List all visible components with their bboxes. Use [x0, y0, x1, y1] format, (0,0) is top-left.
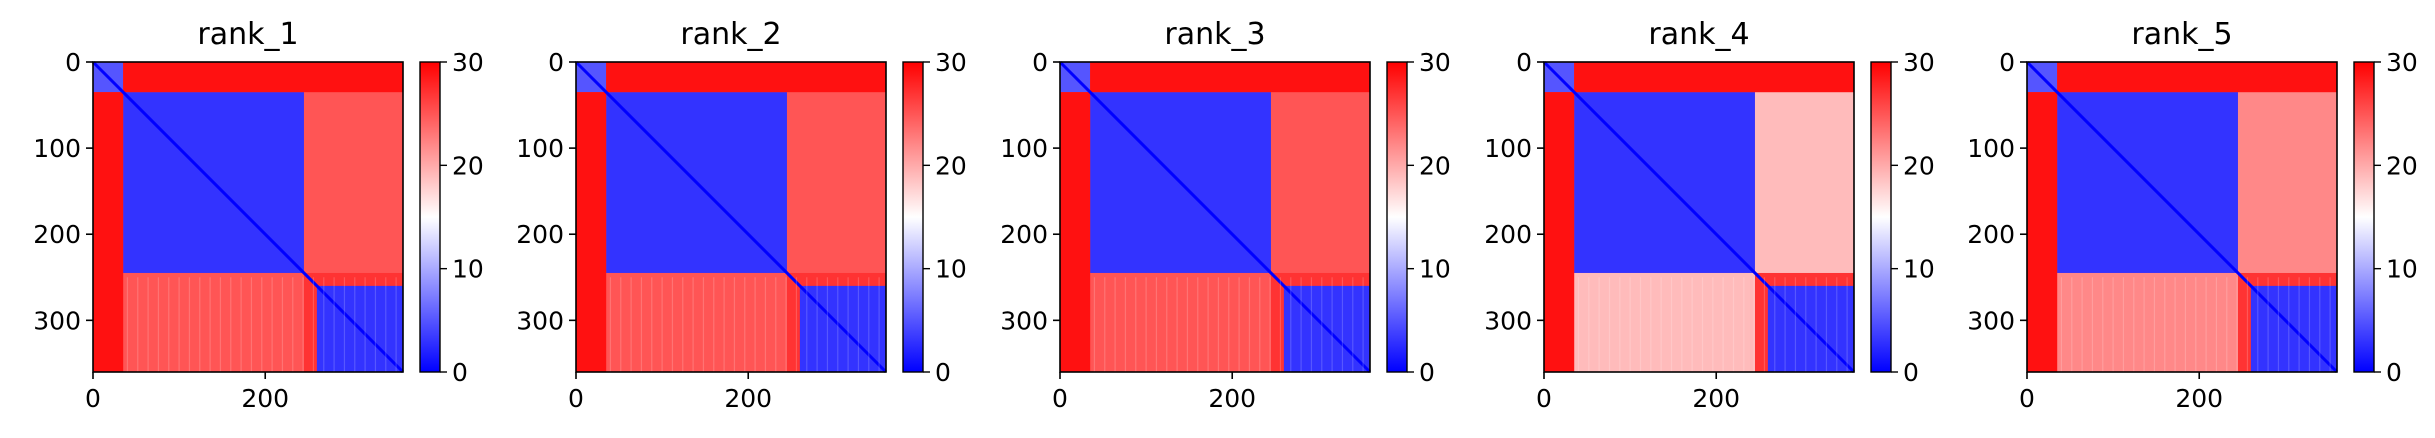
colorbar: [419, 61, 441, 373]
heatmap-block: [606, 62, 886, 93]
y-tick-label: 100: [1000, 134, 1048, 163]
heatmap-block: [2237, 92, 2337, 273]
x-tick-label: 0: [2019, 384, 2035, 413]
colorbar-tick-label: 10: [452, 255, 484, 284]
y-tick-label: 300: [1967, 306, 2015, 335]
x-tick-label: 0: [85, 384, 101, 413]
heatmap-block: [2057, 62, 2337, 93]
heatmap-block: [1270, 92, 1370, 273]
panel-5: rank_5 0 100 200 300 0 200 0 10 20 30: [1967, 17, 2418, 413]
colorbar-tick-label: 30: [2386, 48, 2418, 77]
x-tick-label: 200: [1692, 384, 1740, 413]
heatmap-block: [786, 92, 886, 273]
x-tick-label: 0: [1536, 384, 1552, 413]
x-tick-label: 200: [1208, 384, 1256, 413]
colorbar-tick-label: 0: [452, 358, 468, 387]
panel-1: rank_1 0 100 200 300 0 200 0 10 20 30: [33, 17, 484, 413]
y-tick-label: 200: [33, 220, 81, 249]
panel-title: rank_1: [197, 17, 298, 52]
y-tick-label: 0: [548, 48, 564, 77]
y-tick-label: 200: [1484, 220, 1532, 249]
y-tick-label: 300: [516, 306, 564, 335]
panel-title: rank_3: [1164, 17, 1265, 52]
panel-4: rank_4 0 100 200 300 0 200 0 10 20 30: [1484, 17, 1935, 413]
heatmap-block: [303, 92, 403, 273]
heatmap-block: [1544, 92, 1575, 372]
colorbar-tick-label: 0: [935, 358, 951, 387]
colorbar-tick-label: 0: [2386, 358, 2402, 387]
heatmap-block: [1574, 62, 1854, 93]
colorbar: [902, 61, 924, 373]
x-tick-label: 200: [241, 384, 289, 413]
x-tick-label: 200: [2175, 384, 2223, 413]
colorbar-tick-label: 10: [1419, 255, 1451, 284]
y-tick-label: 0: [1516, 48, 1532, 77]
heatmap-diagonal: [1058, 60, 1372, 374]
x-tick-label: 0: [1052, 384, 1068, 413]
heatmap-block: [1060, 92, 1091, 372]
axes-frame: [1059, 61, 1371, 373]
heatmap-diagonal: [91, 60, 405, 374]
colorbar-tick-label: 0: [1419, 358, 1435, 387]
heatmap-block: [576, 92, 607, 372]
panel-2: rank_2 0 100 200 300 0 200 0 10 20 30: [516, 17, 967, 413]
panel-title: rank_2: [680, 17, 781, 52]
y-tick-label: 100: [516, 134, 564, 163]
heatmap-block: [2057, 272, 2238, 372]
colorbar: [1870, 61, 1892, 373]
colorbar-tick-label: 20: [2386, 151, 2418, 180]
heatmap-block: [606, 272, 787, 372]
colorbar-tick-label: 20: [935, 151, 967, 180]
heatmap-block: [123, 62, 403, 93]
colorbar: [2353, 61, 2375, 373]
x-tick-label: 200: [724, 384, 772, 413]
y-tick-label: 200: [1000, 220, 1048, 249]
axes-frame: [575, 61, 887, 373]
heatmap-block: [1090, 62, 1370, 93]
y-tick-label: 300: [1000, 306, 1048, 335]
colorbar-tick-label: 10: [1903, 255, 1935, 284]
axes-frame: [92, 61, 404, 373]
y-tick-label: 0: [1999, 48, 2015, 77]
heatmap-block: [2027, 92, 2058, 372]
y-tick-label: 0: [65, 48, 81, 77]
colorbar-tick-label: 0: [1903, 358, 1919, 387]
colorbar-tick-label: 20: [1903, 151, 1935, 180]
y-tick-label: 100: [1967, 134, 2015, 163]
colorbar-tick-label: 20: [1419, 151, 1451, 180]
axes-frame: [2026, 61, 2338, 373]
heatmap-block: [1754, 92, 1854, 273]
heatmap-block: [1090, 272, 1271, 372]
colorbar-tick-label: 10: [2386, 255, 2418, 284]
heatmap-diagonal: [2025, 60, 2339, 374]
colorbar-tick-label: 30: [452, 48, 484, 77]
y-tick-label: 100: [1484, 134, 1532, 163]
colorbar-tick-label: 30: [1903, 48, 1935, 77]
axes-frame: [1543, 61, 1855, 373]
heatmap-block: [1574, 272, 1755, 372]
y-tick-label: 100: [33, 134, 81, 163]
panel-title: rank_4: [1648, 17, 1749, 52]
colorbar-tick-label: 20: [452, 151, 484, 180]
x-tick-label: 0: [568, 384, 584, 413]
heatmap-block: [93, 92, 124, 372]
heatmap-diagonal: [1542, 60, 1856, 374]
y-tick-label: 200: [516, 220, 564, 249]
y-tick-label: 0: [1032, 48, 1048, 77]
heatmap-diagonal: [574, 60, 888, 374]
y-tick-label: 300: [1484, 306, 1532, 335]
colorbar-tick-label: 30: [935, 48, 967, 77]
y-tick-label: 300: [33, 306, 81, 335]
y-tick-label: 200: [1967, 220, 2015, 249]
colorbar-tick-label: 30: [1419, 48, 1451, 77]
heatmap-block: [123, 272, 304, 372]
panel-3: rank_3 0 100 200 300 0 200 0 10 20 30: [1000, 17, 1451, 413]
colorbar-tick-label: 10: [935, 255, 967, 284]
panel-title: rank_5: [2131, 17, 2232, 52]
colorbar: [1386, 61, 1408, 373]
